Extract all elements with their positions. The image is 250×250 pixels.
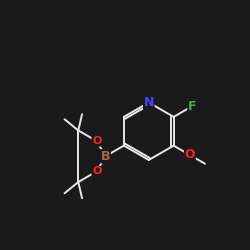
Text: F: F <box>188 100 196 113</box>
Text: O: O <box>92 136 102 146</box>
Text: O: O <box>184 148 195 162</box>
Text: N: N <box>144 96 154 109</box>
Text: O: O <box>92 166 102 176</box>
Text: B: B <box>101 150 110 163</box>
